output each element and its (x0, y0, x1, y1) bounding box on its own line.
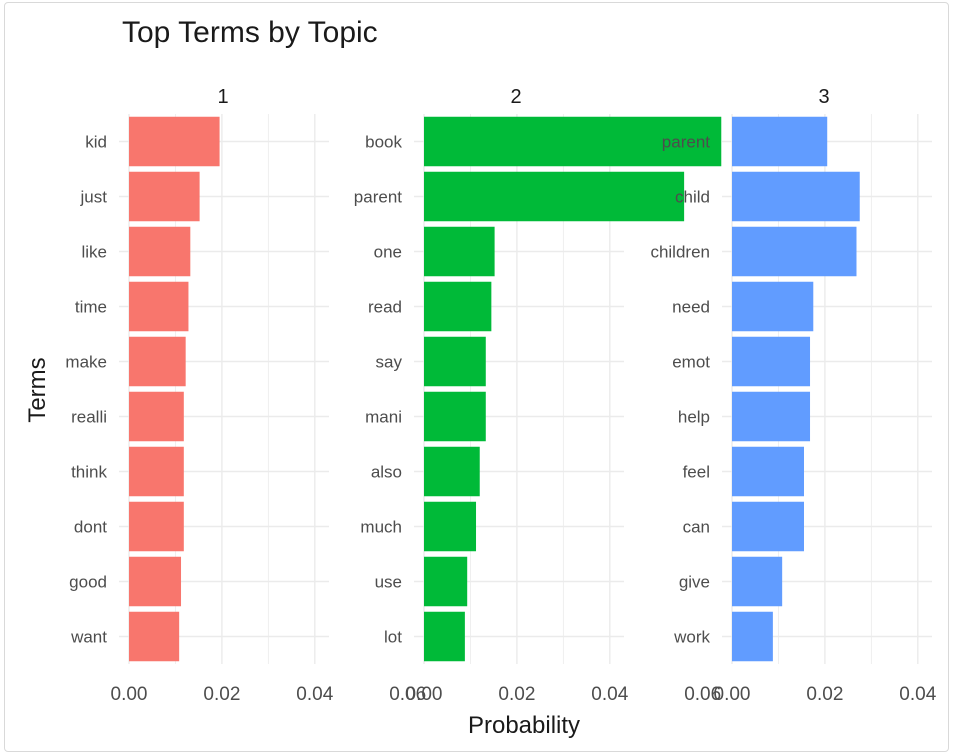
bar-give (732, 556, 783, 607)
bar-read (424, 281, 492, 332)
y-tick-label: parent (662, 133, 710, 152)
chart-title: Top Terms by Topic (122, 16, 378, 49)
y-tick-label: feel (683, 463, 710, 482)
bar-work (732, 611, 773, 662)
x-tick-label: 0.06 (684, 684, 721, 705)
bar-book (424, 116, 722, 167)
bar-make (129, 336, 186, 387)
panel-label: 3 (818, 86, 829, 108)
y-tick-label: much (360, 518, 402, 537)
y-tick-label: good (69, 573, 107, 592)
y-tick-label: mani (365, 408, 402, 427)
bar-dont (129, 501, 184, 552)
y-tick-label: read (368, 298, 402, 317)
x-tick-label: 0.06 (389, 684, 426, 705)
x-tick-label: 0.02 (203, 684, 240, 705)
y-tick-label: think (71, 463, 107, 482)
bar-parent (424, 171, 685, 222)
y-tick-label: help (678, 408, 710, 427)
bar-just (129, 171, 200, 222)
y-tick-label: kid (85, 133, 107, 152)
y-tick-label: realli (71, 408, 107, 427)
bar-help (732, 391, 811, 442)
y-tick-label: give (679, 573, 710, 592)
bar-want (129, 611, 180, 662)
y-tick-label: lot (384, 628, 402, 647)
y-tick-label: want (70, 628, 107, 647)
bar-much (424, 501, 477, 552)
y-tick-label: emot (672, 353, 710, 372)
bar-realli (129, 391, 184, 442)
x-tick-label: 0.00 (406, 684, 443, 705)
bar-child (732, 171, 860, 222)
y-tick-label: also (371, 463, 402, 482)
bar-think (129, 446, 184, 497)
bar-lot (424, 611, 465, 662)
y-tick-label: work (673, 628, 710, 647)
x-tick-label: 0.02 (806, 684, 843, 705)
y-tick-label: say (376, 353, 403, 372)
bar-say (424, 336, 486, 387)
y-tick-label: just (80, 188, 108, 207)
x-axis-title: Probability (468, 712, 580, 739)
x-tick-label: 0.04 (899, 684, 936, 705)
x-tick-label: 0.00 (714, 684, 751, 705)
x-tick-label: 0.04 (591, 684, 628, 705)
y-tick-label: make (65, 353, 107, 372)
y-tick-label: can (683, 518, 710, 537)
x-tick-label: 0.00 (111, 684, 148, 705)
y-tick-label: children (650, 243, 710, 262)
y-tick-label: book (365, 133, 402, 152)
bar-can (732, 501, 804, 552)
y-tick-label: like (81, 243, 107, 262)
bar-one (424, 226, 495, 277)
bar-time (129, 281, 189, 332)
bar-mani (424, 391, 486, 442)
bar-parent (732, 116, 828, 167)
bar-also (424, 446, 480, 497)
bar-kid (129, 116, 220, 167)
y-tick-label: use (375, 573, 402, 592)
y-tick-label: child (675, 188, 710, 207)
y-tick-label: need (672, 298, 710, 317)
bar-use (424, 556, 468, 607)
y-tick-label: time (75, 298, 107, 317)
bar-like (129, 226, 191, 277)
bar-good (129, 556, 182, 607)
panel-label: 2 (510, 86, 521, 108)
bar-emot (732, 336, 811, 387)
y-tick-label: parent (354, 188, 402, 207)
x-tick-label: 0.04 (296, 684, 333, 705)
bar-children (732, 226, 857, 277)
panel-label: 1 (217, 86, 228, 108)
bar-need (732, 281, 814, 332)
y-axis-title: Terms (24, 357, 51, 422)
y-tick-label: dont (74, 518, 107, 537)
bar-feel (732, 446, 804, 497)
x-tick-label: 0.02 (498, 684, 535, 705)
y-tick-label: one (374, 243, 402, 262)
